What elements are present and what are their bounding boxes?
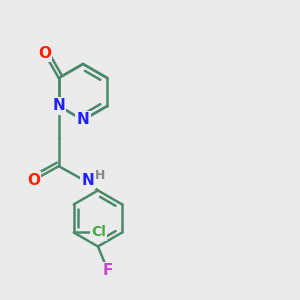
Text: N: N <box>52 98 65 113</box>
Text: Cl: Cl <box>92 225 106 239</box>
Text: O: O <box>38 46 51 61</box>
Text: N: N <box>82 173 94 188</box>
Text: H: H <box>95 169 105 182</box>
Text: O: O <box>27 173 40 188</box>
Text: N: N <box>76 112 89 128</box>
Text: F: F <box>103 263 113 278</box>
